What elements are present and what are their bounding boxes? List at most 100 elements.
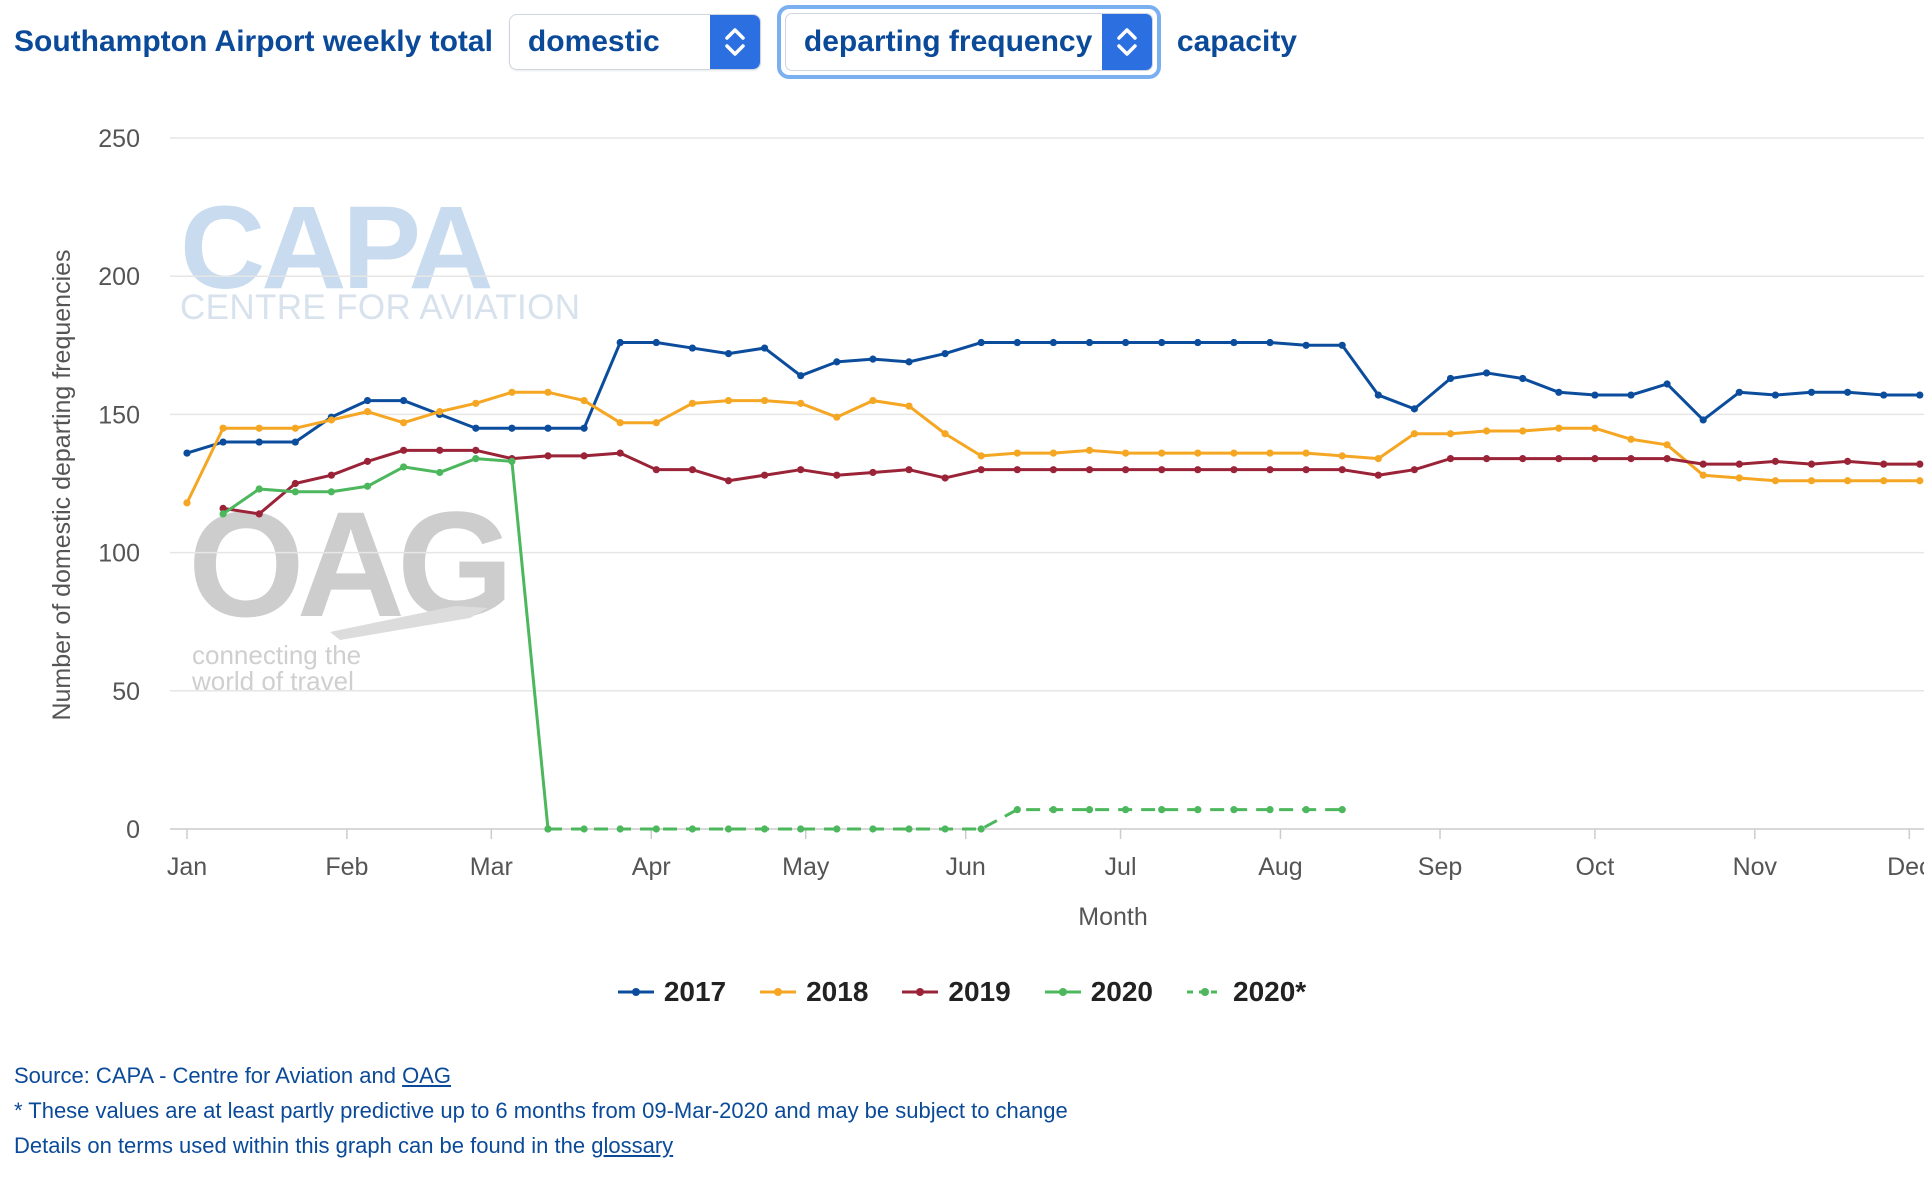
metric-select[interactable]: departing frequency: [776, 5, 1161, 79]
data-point[interactable]: [652, 466, 660, 474]
data-point[interactable]: [472, 446, 480, 454]
data-point[interactable]: [1374, 471, 1382, 479]
data-point[interactable]: [255, 510, 263, 518]
data-point[interactable]: [1916, 460, 1924, 468]
data-point[interactable]: [472, 455, 480, 463]
data-point[interactable]: [1085, 806, 1094, 814]
data-point[interactable]: [1374, 455, 1382, 463]
data-point[interactable]: [219, 438, 227, 446]
data-point[interactable]: [1266, 449, 1274, 457]
data-point[interactable]: [219, 424, 227, 432]
data-point[interactable]: [1158, 806, 1166, 814]
data-point[interactable]: [1483, 455, 1491, 463]
data-point[interactable]: [1446, 430, 1455, 438]
data-point[interactable]: [255, 485, 263, 493]
data-point[interactable]: [761, 396, 769, 405]
data-point[interactable]: [977, 466, 985, 474]
data-point[interactable]: [1519, 427, 1527, 435]
data-point[interactable]: [1122, 806, 1130, 814]
data-point[interactable]: [1194, 338, 1202, 347]
data-point[interactable]: [1807, 388, 1816, 396]
data-point[interactable]: [1410, 466, 1418, 474]
data-point[interactable]: [508, 388, 516, 396]
data-point[interactable]: [1158, 338, 1166, 347]
data-point[interactable]: [400, 446, 408, 454]
data-point[interactable]: [1699, 471, 1707, 479]
data-point[interactable]: [724, 825, 733, 833]
data-point[interactable]: [1013, 449, 1021, 457]
data-point[interactable]: [1013, 806, 1021, 814]
data-point[interactable]: [688, 399, 697, 407]
data-point[interactable]: [436, 446, 444, 454]
legend-item[interactable]: 2019: [902, 976, 1011, 1008]
data-point[interactable]: [869, 396, 877, 405]
data-point[interactable]: [1555, 388, 1563, 396]
data-point[interactable]: [652, 338, 660, 347]
data-point[interactable]: [219, 510, 227, 518]
data-point[interactable]: [977, 825, 985, 833]
data-point[interactable]: [1302, 449, 1310, 457]
market-select[interactable]: domestic: [508, 14, 761, 70]
data-point[interactable]: [255, 424, 263, 432]
data-point[interactable]: [1916, 391, 1924, 399]
data-point[interactable]: [580, 452, 588, 460]
data-point[interactable]: [616, 338, 624, 347]
data-point[interactable]: [1735, 460, 1743, 468]
data-point[interactable]: [544, 388, 552, 396]
data-point[interactable]: [1049, 466, 1057, 474]
data-point[interactable]: [1085, 446, 1094, 454]
data-point[interactable]: [1699, 460, 1707, 468]
data-point[interactable]: [941, 825, 949, 833]
data-point[interactable]: [688, 344, 697, 352]
legend-item[interactable]: 2018: [760, 976, 868, 1008]
data-point[interactable]: [1338, 466, 1346, 474]
data-point[interactable]: [1230, 806, 1238, 814]
data-point[interactable]: [1483, 369, 1491, 377]
data-point[interactable]: [1663, 441, 1671, 449]
data-point[interactable]: [905, 825, 913, 833]
data-point[interactable]: [1771, 391, 1779, 399]
data-point[interactable]: [1013, 466, 1021, 474]
data-point[interactable]: [1735, 388, 1743, 396]
data-point[interactable]: [1230, 466, 1238, 474]
data-point[interactable]: [1446, 455, 1455, 463]
data-point[interactable]: [761, 344, 769, 352]
data-point[interactable]: [977, 338, 985, 347]
data-point[interactable]: [1844, 388, 1852, 396]
data-point[interactable]: [1555, 424, 1563, 432]
data-point[interactable]: [1699, 416, 1707, 424]
data-point[interactable]: [869, 355, 877, 363]
data-point[interactable]: [1266, 466, 1274, 474]
data-point[interactable]: [1663, 455, 1671, 463]
data-point[interactable]: [869, 825, 877, 833]
data-point[interactable]: [1591, 455, 1599, 463]
data-point[interactable]: [1302, 466, 1310, 474]
glossary-link[interactable]: glossary: [591, 1133, 674, 1158]
data-point[interactable]: [544, 825, 552, 833]
data-point[interactable]: [869, 468, 877, 477]
data-point[interactable]: [724, 396, 733, 405]
data-point[interactable]: [1374, 391, 1382, 399]
data-point[interactable]: [291, 488, 299, 496]
data-point[interactable]: [1627, 435, 1635, 443]
oag-link[interactable]: OAG: [402, 1063, 451, 1088]
data-point[interactable]: [833, 413, 841, 421]
data-point[interactable]: [616, 419, 624, 427]
data-point[interactable]: [797, 825, 805, 833]
data-point[interactable]: [941, 430, 949, 438]
data-point[interactable]: [1555, 455, 1563, 463]
data-point[interactable]: [977, 452, 985, 460]
data-point[interactable]: [1194, 449, 1202, 457]
data-point[interactable]: [688, 466, 697, 474]
legend-item[interactable]: 2020: [1044, 976, 1153, 1008]
data-point[interactable]: [508, 424, 516, 432]
data-point[interactable]: [400, 396, 408, 405]
data-point[interactable]: [905, 402, 913, 410]
data-point[interactable]: [1844, 477, 1852, 485]
data-point[interactable]: [652, 419, 660, 427]
data-point[interactable]: [291, 479, 299, 488]
data-point[interactable]: [833, 825, 841, 833]
data-point[interactable]: [941, 349, 949, 358]
legend-item[interactable]: 2020*: [1187, 976, 1306, 1008]
data-point[interactable]: [1916, 477, 1924, 485]
